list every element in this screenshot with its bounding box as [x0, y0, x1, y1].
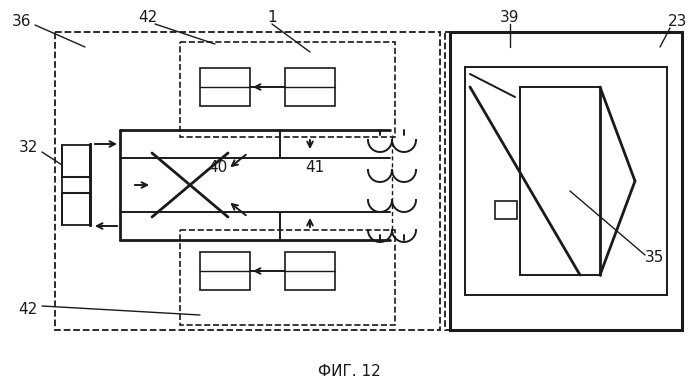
Polygon shape: [600, 87, 635, 275]
Bar: [285, 252, 335, 290]
Text: 1: 1: [267, 11, 277, 25]
Text: 41: 41: [305, 161, 324, 176]
Bar: [200, 68, 250, 106]
Bar: [62, 145, 90, 225]
Text: 40: 40: [208, 161, 228, 176]
Bar: [180, 42, 395, 137]
Text: 32: 32: [18, 140, 38, 156]
Text: 36: 36: [13, 14, 31, 30]
Text: 42: 42: [18, 303, 38, 317]
Bar: [465, 67, 667, 295]
Bar: [450, 32, 682, 330]
Bar: [55, 32, 440, 330]
Bar: [445, 32, 682, 330]
Text: 35: 35: [645, 250, 665, 266]
Bar: [200, 252, 250, 290]
Text: 23: 23: [668, 14, 688, 30]
Bar: [520, 87, 600, 275]
Text: 39: 39: [500, 11, 520, 25]
Bar: [180, 230, 395, 325]
Bar: [495, 201, 517, 219]
Bar: [285, 68, 335, 106]
Text: 42: 42: [138, 11, 158, 25]
Text: ФИГ. 12: ФИГ. 12: [317, 365, 380, 379]
